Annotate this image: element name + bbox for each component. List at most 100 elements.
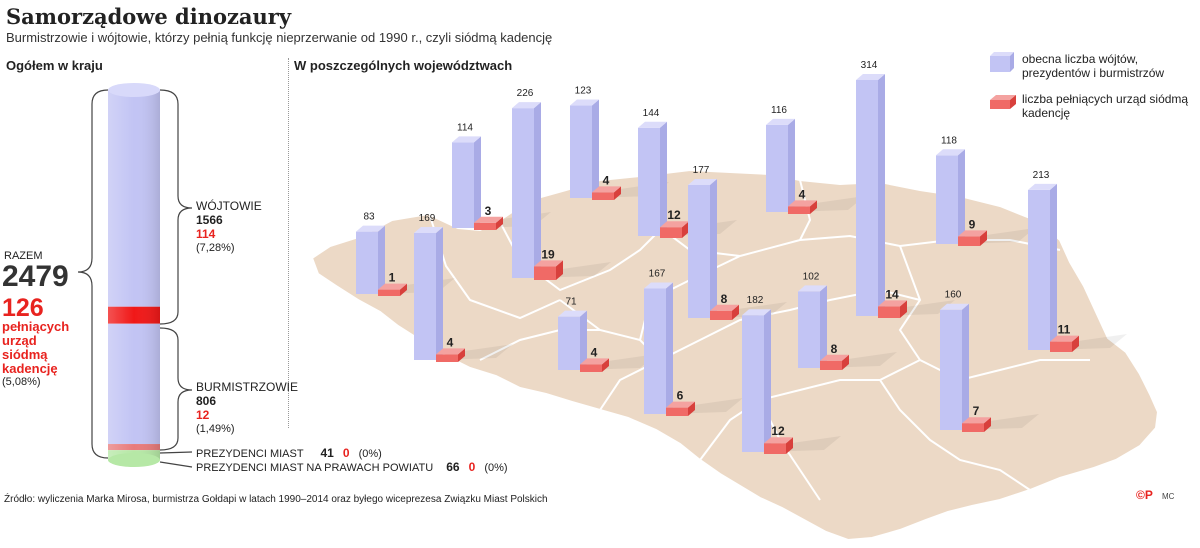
legend xyxy=(990,52,1016,109)
credit-initials: MC xyxy=(1162,492,1175,501)
panel-divider xyxy=(288,58,289,428)
seventh-bar-top xyxy=(666,401,695,408)
current-bar-front xyxy=(644,288,666,414)
seventh-bar-top xyxy=(710,304,739,311)
seventh-bar-front xyxy=(534,266,556,280)
seventh-bar-side xyxy=(682,221,689,238)
voivodeship-bar: 226 19 xyxy=(512,88,611,280)
current-value-label: 102 xyxy=(803,271,820,282)
seventh-value-label: 1 xyxy=(389,271,396,285)
current-bar-top xyxy=(356,225,385,232)
current-bar-top xyxy=(644,282,673,289)
current-value-label: 123 xyxy=(575,86,592,97)
legend-seventh-label: liczba pełniących urząd siódmą kadencję xyxy=(1022,92,1189,120)
seventh-bar-side xyxy=(786,437,793,454)
burmistrzowie-total: 806 xyxy=(196,394,217,408)
seventh-value-label: 19 xyxy=(541,247,555,261)
seventh-bar-front xyxy=(660,227,682,238)
current-bar-top xyxy=(414,226,443,233)
seventh-bar-front xyxy=(764,443,786,454)
seventh-bar-top xyxy=(378,283,407,290)
seventh-value-label: 4 xyxy=(603,173,610,187)
seventh-bar-side xyxy=(602,358,609,372)
legend-current-label: obecna liczba wójtów, prezydentów i burm… xyxy=(1022,52,1165,80)
current-bar-front xyxy=(638,127,660,236)
seventh-value-label: 6 xyxy=(677,389,684,403)
current-bar-front xyxy=(414,232,436,360)
current-bar-side xyxy=(474,136,481,228)
seventh-bar-front xyxy=(474,222,496,230)
seventh-bar-top xyxy=(958,230,987,237)
seventh-bar-side xyxy=(842,354,849,370)
seventh-bar-side xyxy=(458,348,465,362)
seventh-bar-front xyxy=(710,310,732,320)
prezydenci-leader xyxy=(159,451,193,454)
current-value-label: 213 xyxy=(1033,170,1050,181)
burmistrzowie-brace xyxy=(159,327,193,451)
current-bar-front xyxy=(1028,189,1050,350)
seventh-value-label: 9 xyxy=(969,217,976,231)
seventh-bar-front xyxy=(820,360,842,370)
current-bar-top xyxy=(638,121,667,128)
seventh-bar-side xyxy=(732,304,739,320)
seventh-bar-side xyxy=(688,401,695,416)
current-bar-front xyxy=(798,291,820,368)
prezydenci-label: PREZYDENCI MIAST xyxy=(196,448,304,460)
current-bar-side xyxy=(660,121,667,236)
voivodeship-bar: 144 12 xyxy=(638,108,737,238)
current-bar-top xyxy=(798,285,827,292)
seventh-value-label: 4 xyxy=(799,187,806,201)
burmistrzowie-percent: (1,49%) xyxy=(196,423,235,435)
prezydenci-powiat-row: PREZYDENCI MIAST NA PRAWACH POWIATU 66 0… xyxy=(196,460,508,475)
seventh-bar-top xyxy=(534,260,563,267)
current-bar-side xyxy=(962,303,969,430)
voivodeship-bar: 182 12 xyxy=(742,295,841,454)
voivodeship-bar: 314 14 xyxy=(856,60,955,318)
braces xyxy=(77,89,193,468)
razem-seventh-description: pełniących urząd siódmą kadencję xyxy=(2,319,70,376)
current-bar-top xyxy=(512,102,541,109)
current-value-label: 182 xyxy=(747,295,764,306)
voivodeship-bar: 71 4 xyxy=(558,297,657,372)
prezydenci-powiat-leader xyxy=(159,461,193,468)
current-bar-top xyxy=(452,136,481,143)
seventh-bar-side xyxy=(984,417,991,432)
current-bar-front xyxy=(512,108,534,278)
seventh-bar-side xyxy=(980,230,987,246)
current-bar-side xyxy=(788,118,795,212)
current-value-label: 160 xyxy=(945,290,962,301)
current-bar-top xyxy=(558,310,587,317)
seventh-value-label: 4 xyxy=(447,335,454,349)
current-value-label: 114 xyxy=(457,122,473,133)
seventh-value-label: 12 xyxy=(667,208,681,222)
seventh-bar-front xyxy=(580,364,602,372)
left-panel-header: Ogółem w kraju xyxy=(6,58,103,73)
current-bar-front xyxy=(940,309,962,430)
seventh-bar-side xyxy=(496,216,503,230)
prezydenci-powiat-percent: (0%) xyxy=(484,462,508,474)
legend-current-swatch xyxy=(990,52,1014,72)
current-bar-front xyxy=(856,80,878,316)
current-bar-side xyxy=(878,74,885,316)
current-bar-side xyxy=(764,309,771,452)
prezydenci-powiat-label: PREZYDENCI MIAST NA PRAWACH POWIATU xyxy=(196,462,434,474)
credit-logo: ©P xyxy=(1136,488,1153,502)
current-bar-front xyxy=(688,184,710,318)
seventh-bar-top xyxy=(1050,335,1079,342)
wojtowie-brace xyxy=(159,89,193,325)
current-bar-side xyxy=(666,282,673,414)
seventh-value-label: 14 xyxy=(885,287,899,301)
current-bar-front xyxy=(936,155,958,244)
current-bar-side xyxy=(710,178,717,318)
seventh-bar-top xyxy=(660,221,689,228)
wojtowie-label: WÓJTOWIE xyxy=(196,199,262,213)
legend-seventh-swatch xyxy=(990,95,1016,109)
current-bar-top xyxy=(1028,183,1057,190)
seventh-bar-front xyxy=(958,236,980,246)
current-bar-front xyxy=(570,105,592,198)
current-bar-top xyxy=(856,74,885,80)
seventh-bar-top xyxy=(764,437,793,444)
seventh-bar-front xyxy=(1050,341,1072,352)
